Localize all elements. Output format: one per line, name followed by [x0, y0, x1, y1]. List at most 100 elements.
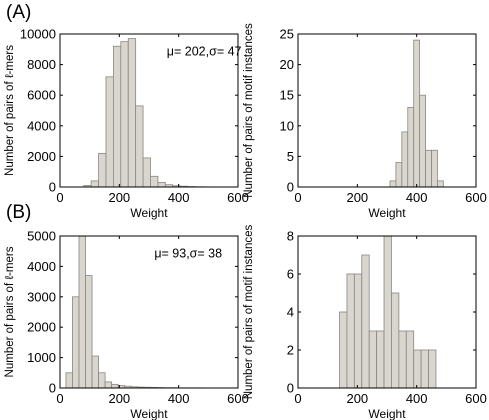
y-tick-label: 0: [287, 381, 294, 396]
histogram-bar: [98, 152, 107, 188]
histogram-bar: [339, 311, 348, 389]
histogram-bar: [391, 292, 400, 389]
histogram-bar: [157, 182, 166, 188]
histogram-bar: [98, 372, 106, 389]
histogram-bar: [407, 107, 415, 188]
x-tick-label: 0: [294, 190, 301, 205]
x-axis-label: Weight: [130, 407, 168, 420]
y-tick-label: 1000: [27, 350, 56, 365]
x-tick-label: 200: [346, 391, 368, 406]
chart-b-right: 0 200 400 600 0 2 4 6 8 Weight Number of pairs of …: [243, 225, 487, 420]
histogram-bar: [389, 180, 397, 188]
histogram-bar: [150, 175, 159, 188]
y-tick-label: 15: [280, 88, 294, 103]
histogram-bar: [113, 45, 122, 188]
y-tick-label: 25: [280, 27, 294, 42]
histogram-bar: [428, 349, 437, 389]
y-tick-label: 2000: [27, 320, 56, 335]
x-tick-label: 0: [294, 391, 301, 406]
y-tick-label: 2: [287, 343, 294, 358]
x-tick-label: 400: [406, 391, 428, 406]
x-tick-label: 600: [465, 190, 487, 205]
histogram-bar: [353, 273, 363, 389]
x-tick-label: 0: [56, 190, 63, 205]
y-tick-label: 5000: [27, 229, 56, 244]
stats-annotation: μ= 93,σ= 38: [154, 246, 222, 260]
histogram-bar: [425, 149, 432, 188]
y-tick-label: 8: [287, 229, 294, 244]
histogram-bar: [91, 355, 99, 389]
histogram-bar: [104, 381, 113, 389]
histogram-bar: [405, 330, 415, 389]
y-tick-label: 4000: [27, 259, 56, 274]
y-tick-label: 6000: [27, 88, 56, 103]
x-tick-label: 200: [108, 190, 130, 205]
x-tick-label: 600: [465, 391, 487, 406]
y-tick-label: 2000: [27, 149, 56, 164]
axes-frame: [59, 33, 239, 188]
histogram-bar: [85, 275, 93, 389]
histogram-bar: [135, 105, 144, 188]
histogram-bar: [120, 41, 129, 188]
histogram-bar: [346, 273, 355, 389]
x-tick-label: 400: [168, 391, 190, 406]
histogram-bar: [78, 235, 86, 389]
y-axis-label: Number of pairs of motif instances: [243, 225, 255, 400]
histogram-bar: [142, 157, 151, 188]
y-tick-label: 10000: [20, 27, 56, 42]
y-tick-label: 0: [49, 180, 56, 195]
x-axis-label: Weight: [130, 206, 168, 220]
histogram-bar: [395, 162, 403, 188]
axes-frame: [297, 33, 477, 188]
y-tick-label: 0: [287, 180, 294, 195]
x-tick-label: 400: [168, 190, 190, 205]
histogram-bar: [431, 149, 438, 188]
chart-a-left: 0 200 400 6000200040006000800010000WeightNu…: [4, 27, 249, 221]
y-tick-label: 6: [287, 267, 294, 282]
y-tick-label: 5: [287, 149, 294, 164]
chart-a-right: 0 200 400 600 0 5 10 15 20 25 Weight Number of pair…: [243, 23, 487, 220]
x-axis-label: Weight: [368, 407, 406, 420]
y-axis-label: Number of pairs of motif instances: [243, 23, 255, 198]
y-tick-label: 8000: [27, 57, 56, 72]
x-tick-label: 200: [108, 391, 130, 406]
histogram-bar: [383, 235, 392, 389]
histogram-bar: [65, 372, 73, 389]
histogram-bar: [413, 39, 421, 188]
histogram-bar: [361, 254, 370, 389]
y-tick-label: 4: [287, 305, 294, 320]
x-axis-label: Weight: [368, 206, 406, 220]
histogram-bar: [368, 330, 378, 389]
histogram-bar: [420, 349, 429, 389]
histogram-bar: [437, 180, 444, 188]
panel-label-a: (A): [6, 2, 32, 23]
axes-frame: [59, 235, 239, 389]
y-tick-label: 10: [280, 118, 294, 133]
chart-b-left: 0 200 400 600 0 1000 2000 3000 4000 5000 Weight Num…: [4, 229, 249, 420]
x-tick-label: 600: [227, 391, 249, 406]
panel-label-b: (B): [6, 202, 32, 223]
y-tick-label: 3000: [27, 289, 56, 304]
y-tick-label: 0: [49, 381, 56, 396]
histogram-bar: [90, 180, 99, 188]
x-tick-label: 0: [56, 391, 63, 406]
y-axis-label: Number of pairs of ℓ-mers: [4, 45, 16, 176]
stats-annotation: μ= 202,σ= 47: [167, 44, 242, 58]
y-tick-label: 20: [280, 57, 294, 72]
histogram-bar: [376, 330, 385, 389]
plot-area: [298, 34, 476, 187]
histogram-bar: [398, 330, 407, 389]
histogram-bar: [127, 38, 137, 188]
histogram-bar: [413, 349, 422, 389]
histogram-bar: [419, 94, 426, 188]
y-tick-label: 4000: [27, 118, 56, 133]
x-tick-label: 200: [346, 190, 368, 205]
x-tick-label: 600: [227, 190, 249, 205]
x-tick-label: 400: [406, 190, 428, 205]
histogram-bar: [72, 296, 80, 389]
histogram-bar: [105, 76, 114, 188]
histogram-bar: [111, 383, 119, 389]
histogram-bar: [401, 131, 409, 188]
y-axis-label: Number of pairs of ℓ-mers: [4, 246, 16, 377]
